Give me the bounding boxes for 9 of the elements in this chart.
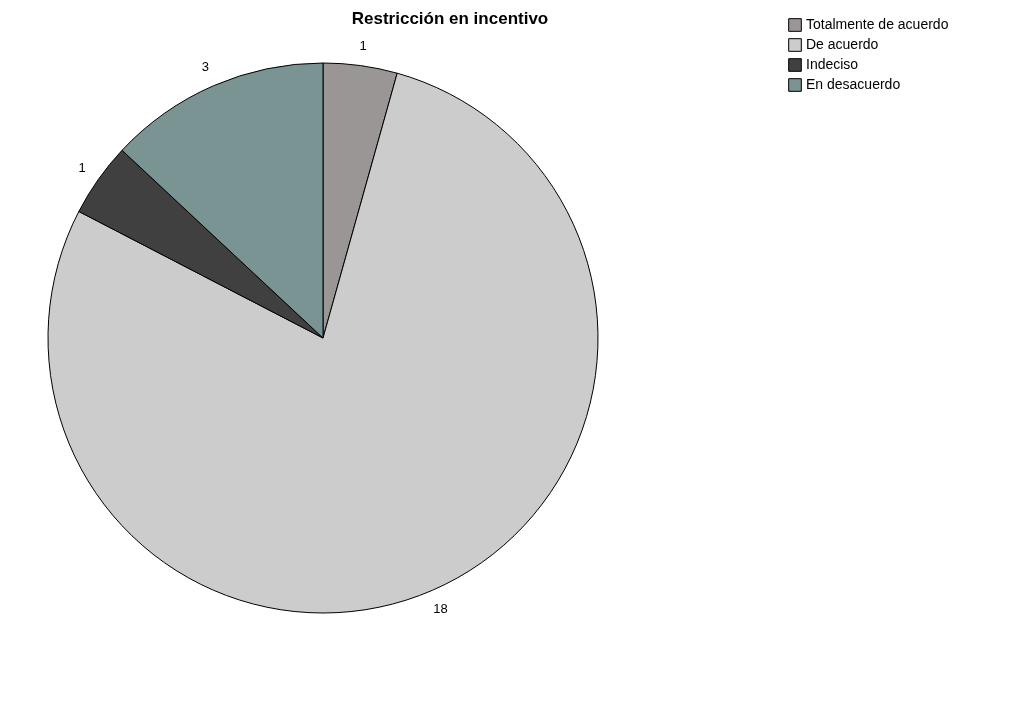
data-label: 18 xyxy=(433,600,448,616)
chart-title: Restricción en incentivo xyxy=(351,9,549,28)
legend-label: De acuerdo xyxy=(806,36,879,52)
data-label: 3 xyxy=(201,59,210,75)
legend-label: En desacuerdo xyxy=(806,76,901,92)
legend-label: Totalmente de acuerdo xyxy=(806,16,949,32)
data-label: 1 xyxy=(359,37,367,53)
legend-label: Indeciso xyxy=(806,56,859,72)
data-label: 1 xyxy=(78,159,86,175)
